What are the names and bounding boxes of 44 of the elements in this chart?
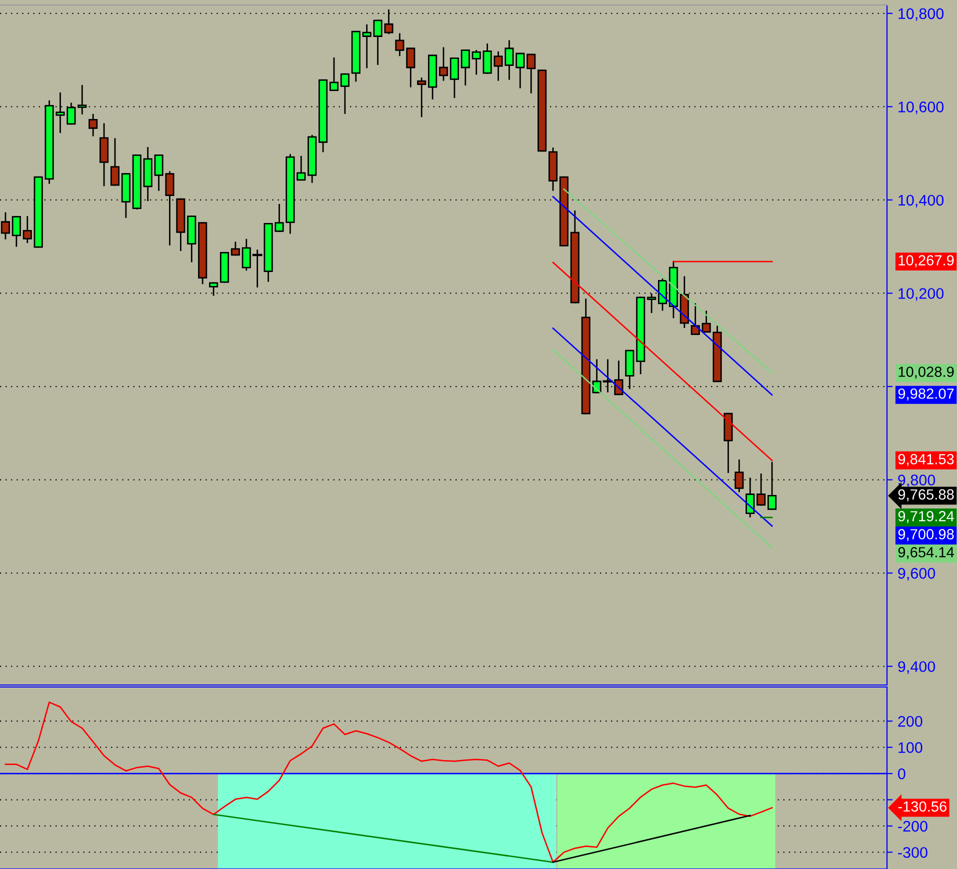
- y-tick-label: 10,800: [898, 8, 944, 21]
- candlestick: [406, 48, 416, 88]
- candlestick: [110, 138, 120, 186]
- text: 10,028.9: [898, 366, 954, 379]
- y-tick-label: 9,400: [898, 661, 936, 674]
- text: 9,719.24: [898, 511, 954, 524]
- candlestick: [88, 114, 98, 136]
- candlestick: [12, 216, 21, 247]
- y-tick-label: 9,800: [898, 474, 936, 488]
- candlestick: [296, 156, 306, 181]
- candlestick: [756, 473, 766, 506]
- y-tick-label: -300: [898, 847, 928, 858]
- candlestick: [472, 50, 481, 75]
- text: 9,982.07: [898, 388, 954, 401]
- candlestick: [746, 478, 755, 518]
- line-series: [4, 702, 773, 863]
- candlestick: [0, 212, 10, 240]
- y-tick-label: 0: [898, 768, 906, 780]
- y-tick-label: 100: [898, 742, 922, 754]
- candlestick: [362, 24, 372, 68]
- candlestick: [329, 57, 339, 92]
- text: 9,654.14: [898, 547, 954, 560]
- candlestick: [690, 303, 700, 335]
- candlestick: [460, 50, 470, 86]
- candlestick: [438, 47, 448, 81]
- text: 9,700.98: [898, 529, 954, 542]
- text: 10,267.9: [898, 255, 954, 268]
- y-tick-label: 200: [898, 716, 922, 727]
- y-tick-label: 10,200: [898, 288, 944, 301]
- candlestick: [340, 73, 350, 114]
- text: -130.56: [898, 801, 946, 812]
- candlestick: [78, 84, 87, 114]
- y-tick-label: -200: [898, 820, 928, 832]
- text: 9,841.53: [898, 454, 954, 466]
- y-tick-label: 9,600: [898, 568, 936, 581]
- candlestick: [450, 57, 459, 98]
- text: 9,765.88: [898, 489, 954, 502]
- candlestick: [230, 242, 240, 256]
- candlestick: [516, 52, 525, 88]
- candlestick: [22, 216, 32, 244]
- candlestick: [395, 33, 404, 56]
- candlestick: [526, 54, 536, 94]
- y-tick-label: 10,400: [898, 194, 944, 208]
- y-tick-label: 10,600: [898, 102, 944, 114]
